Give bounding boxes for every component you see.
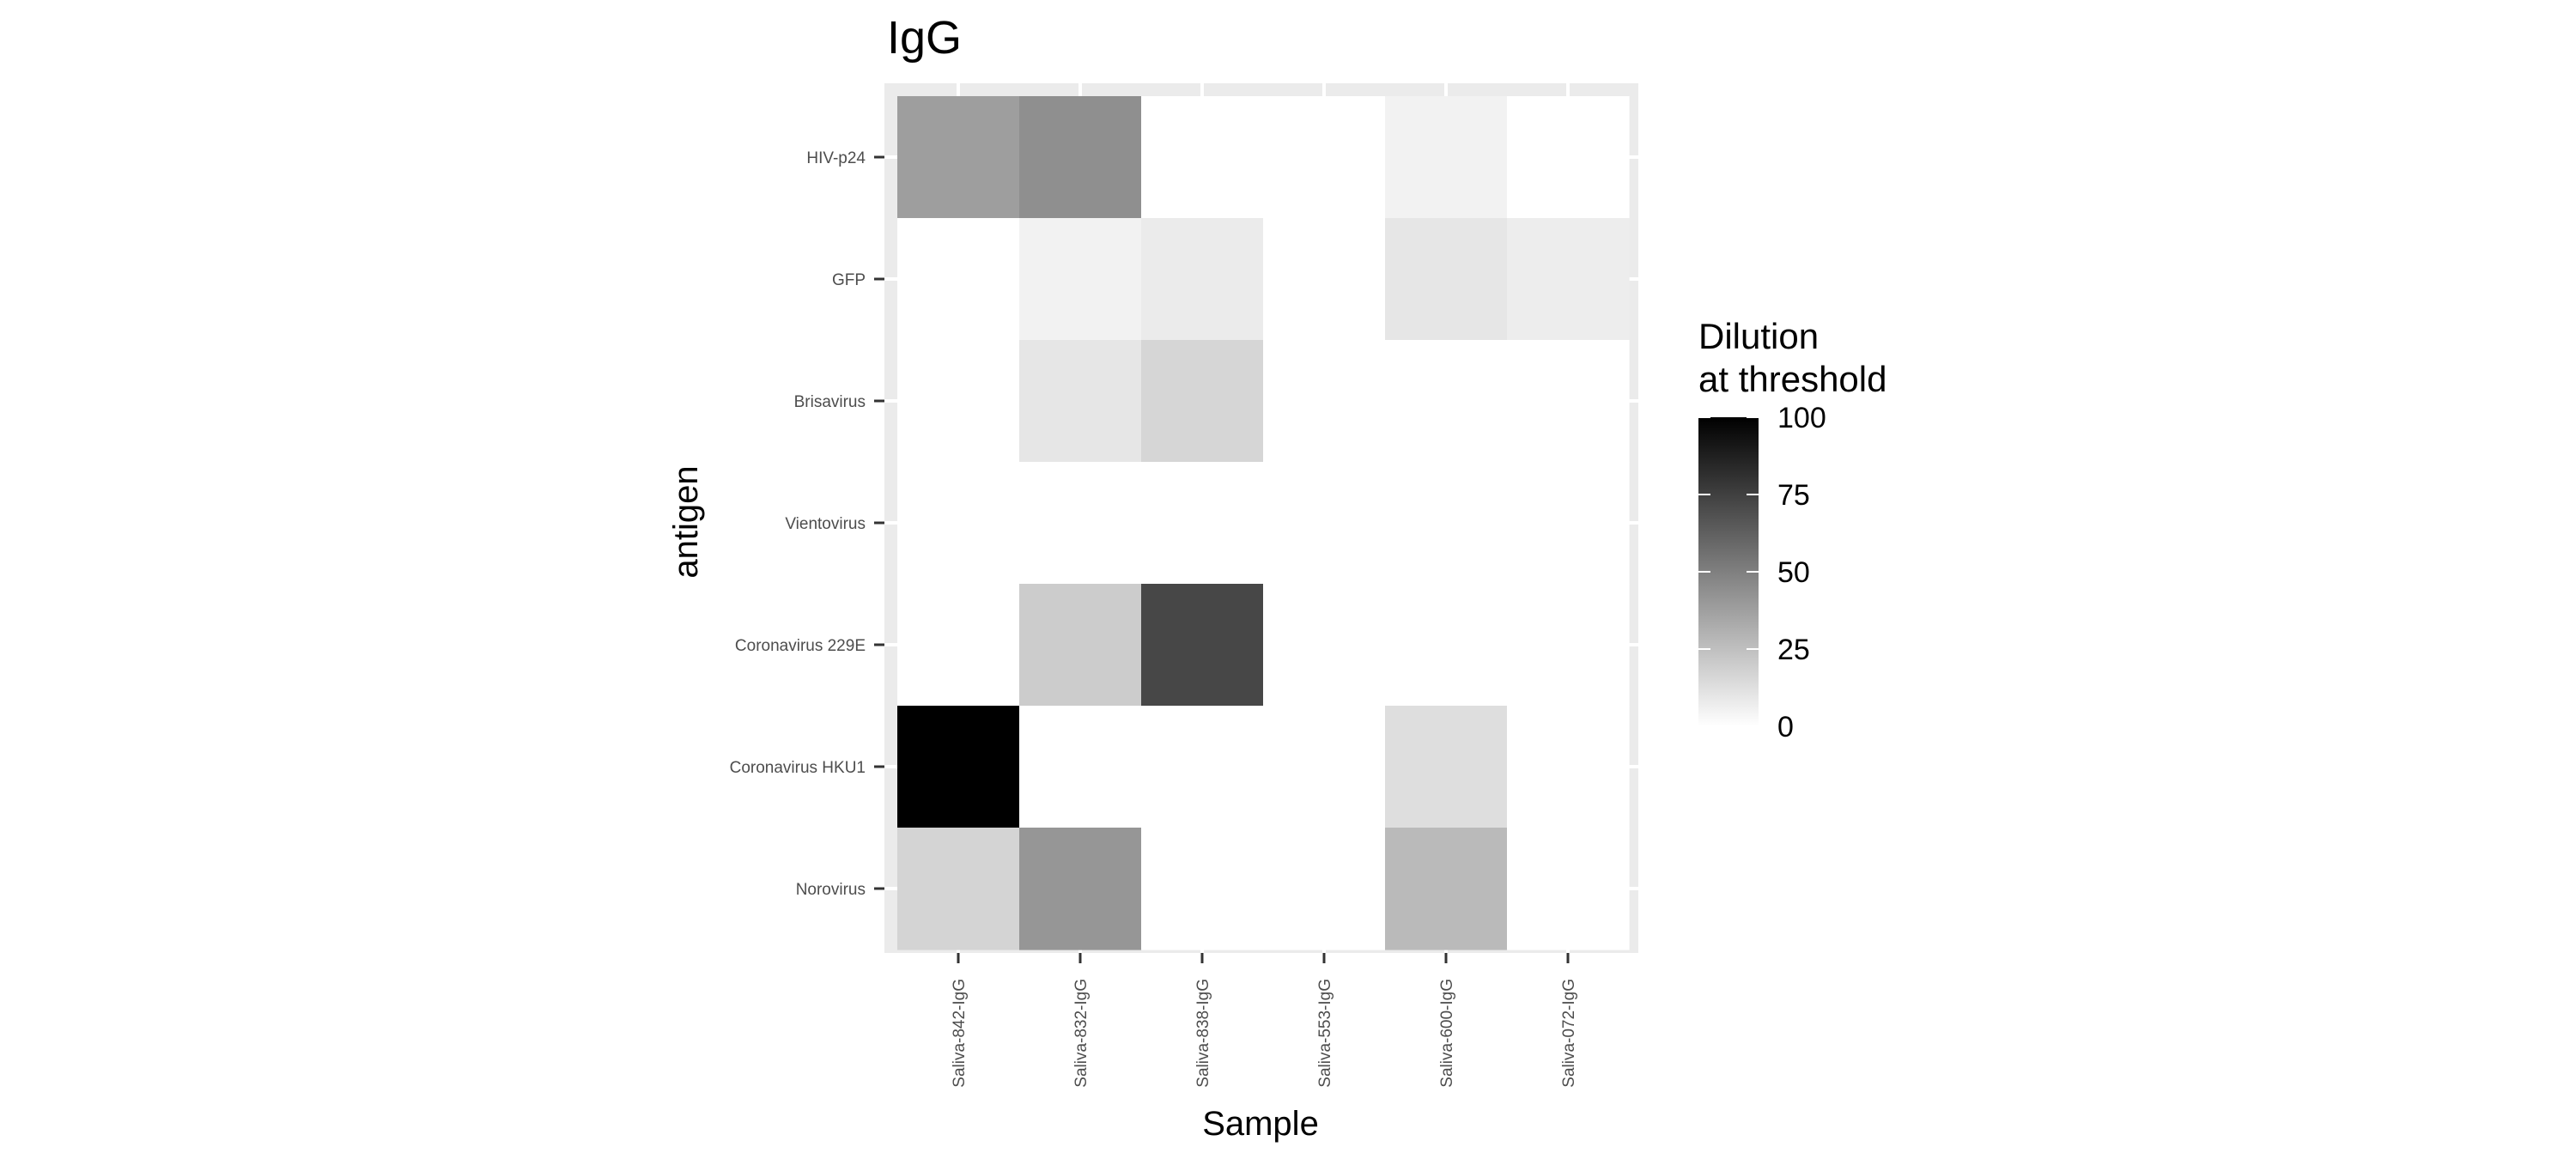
- heatmap-cell: [1019, 462, 1142, 585]
- x-tick-label: Saliva-842-IgG: [951, 979, 969, 1088]
- heatmap-cell: [897, 584, 1020, 707]
- heatmap-cell: [1141, 462, 1264, 585]
- heatmap-cell: [1141, 584, 1264, 707]
- heatmap-cell: [1019, 706, 1142, 828]
- heatmap-cell: [897, 462, 1020, 585]
- legend-tick-label: 100: [1777, 402, 1826, 434]
- y-tick-label: Coronavirus HKU1: [730, 759, 866, 777]
- legend: Dilution at threshold 0 25 50 75 100: [1698, 316, 1886, 743]
- heatmap-cell: [1263, 218, 1386, 341]
- heatmap-cell: [897, 828, 1020, 950]
- legend-ticks: 0 25 50 75 100: [1698, 402, 1826, 743]
- heatmap-cell: [1263, 584, 1386, 707]
- heatmap-cell: [1385, 96, 1508, 219]
- y-tick-label: Coronavirus 229E: [735, 637, 866, 655]
- legend-title-line-1: Dilution: [1698, 316, 1819, 356]
- x-tick-label: Saliva-072-IgG: [1560, 979, 1578, 1088]
- heatmap-cell: [1263, 340, 1386, 463]
- heatmap-cell: [1141, 218, 1264, 341]
- heatmap-cell: [1141, 828, 1264, 950]
- heatmap-cell: [1385, 340, 1508, 463]
- heatmap-cell: [1019, 584, 1142, 707]
- heatmap-cell: [1141, 340, 1264, 463]
- heatmap-cell: [1507, 340, 1630, 463]
- heatmap-cell: [1507, 584, 1630, 707]
- heatmap-cell: [1385, 218, 1508, 341]
- legend-tick-label: 50: [1777, 556, 1810, 589]
- heatmap-cell: [1263, 462, 1386, 585]
- x-tick-label: Saliva-838-IgG: [1194, 979, 1212, 1088]
- x-tick-label: Saliva-553-IgG: [1316, 979, 1334, 1088]
- heatmap-cell: [1019, 218, 1142, 341]
- x-tick-label: Saliva-832-IgG: [1072, 979, 1091, 1088]
- heatmap-cell: [897, 218, 1020, 341]
- heatmap-cell: [1019, 340, 1142, 463]
- y-tick-label: Brisavirus: [794, 393, 866, 411]
- y-tick-label: Vientovirus: [785, 515, 866, 533]
- y-tick-label: Norovirus: [796, 881, 866, 899]
- heatmap-cell: [1385, 706, 1508, 828]
- y-axis-title: antigen: [667, 465, 705, 578]
- legend-tick-label: 25: [1777, 634, 1810, 666]
- x-axis-title: Sample: [1202, 1105, 1319, 1143]
- heatmap-cell: [897, 96, 1020, 219]
- legend-tick-label: 0: [1777, 711, 1794, 743]
- heatmap-cell: [897, 706, 1020, 828]
- heatmap-cell: [897, 340, 1020, 463]
- y-axis: HIV-p24 GFP Brisavirus Vientovirus Coronavir…: [730, 149, 884, 899]
- legend-tick-label: 75: [1777, 479, 1810, 512]
- heatmap-cell: [1263, 828, 1386, 950]
- heatmap-cell: [1019, 828, 1142, 950]
- heatmap-cell: [1263, 96, 1386, 219]
- heatmap-cell: [1019, 96, 1142, 219]
- heatmap-cell: [1507, 218, 1630, 341]
- heatmap-cell: [1263, 706, 1386, 828]
- legend-title-line-2: at threshold: [1698, 359, 1886, 399]
- heatmap-cell: [1385, 462, 1508, 585]
- heatmap-cells: [897, 96, 1630, 950]
- chart-title: IgG: [887, 12, 962, 64]
- heatmap-cell: [1507, 706, 1630, 828]
- x-axis: Saliva-842-IgG Saliva-832-IgG Saliva-838-I…: [951, 953, 1578, 1088]
- heatmap-cell: [1507, 828, 1630, 950]
- heatmap-cell: [1507, 96, 1630, 219]
- heatmap-cell: [1507, 462, 1630, 585]
- heatmap-cell: [1385, 584, 1508, 707]
- y-tick-label: HIV-p24: [806, 149, 866, 167]
- y-tick-label: GFP: [832, 271, 866, 289]
- heatmap-cell: [1141, 706, 1264, 828]
- x-tick-label: Saliva-600-IgG: [1438, 979, 1456, 1088]
- heatmap-cell: [1385, 828, 1508, 950]
- heatmap-cell: [1141, 96, 1264, 219]
